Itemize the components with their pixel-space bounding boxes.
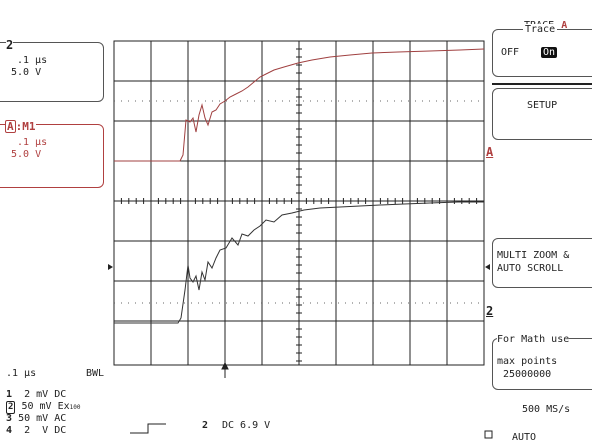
trace-group-label: Trace: [523, 24, 558, 35]
trace-letter: A: [561, 20, 568, 31]
math-line1: For Math use: [497, 334, 570, 345]
channel-volts: 50 mV: [18, 413, 49, 424]
math-info-box[interactable]: For Math use max points 25000000: [492, 334, 592, 390]
channel-number: 1: [6, 389, 13, 400]
channel-row[interactable]: 4 2 V DC: [6, 425, 66, 436]
channel-volts: 50 mV: [21, 401, 52, 412]
trace-2-marker: 2: [486, 304, 494, 318]
auto-label[interactable]: AUTO: [512, 432, 537, 443]
trace-toggle-box[interactable]: Trace OFF On: [492, 24, 592, 77]
channel-row[interactable]: 1 2 mV DC: [6, 389, 66, 400]
trigger-position-arrow: [221, 361, 229, 378]
channel-2-timebase: .1 μs: [17, 55, 48, 66]
trace-a-timebase: .1 μs: [17, 137, 48, 148]
trace-off-option[interactable]: OFF: [501, 47, 520, 58]
channel-probe: 100: [69, 404, 81, 411]
bottom-timebase: .1 μs: [6, 368, 37, 379]
right-arrow-marker: [485, 264, 490, 270]
dotted-midlines: [114, 100, 484, 304]
math-line2: max points: [497, 356, 558, 367]
channel-volts: 2 mV: [24, 389, 49, 400]
channel-2-label: 2: [6, 38, 14, 52]
trace-a-memory: :M1: [15, 120, 36, 133]
setup-button[interactable]: SETUP: [492, 88, 592, 140]
math-line3: 25000000: [503, 369, 552, 380]
setup-label: SETUP: [527, 100, 558, 111]
channel-2-info-box[interactable]: 2 .1 μs 5.0 V: [0, 38, 104, 102]
channel-coupling: AC: [54, 413, 67, 424]
trace-a-marker: A: [486, 145, 494, 159]
trace-a-info-box[interactable]: A:M1 .1 μs 5.0 V: [0, 120, 104, 188]
channel-number: 4: [6, 425, 13, 436]
multi-zoom-line1: MULTI ZOOM &: [497, 250, 570, 261]
trace-on-option[interactable]: On: [541, 47, 558, 58]
trace-2-waveform: [114, 201, 484, 324]
multi-zoom-line2: AUTO SCROLL: [497, 263, 564, 274]
sample-rate: 500 MS/s: [522, 404, 571, 415]
channel-coupling: Ex: [57, 401, 70, 412]
bwl-indicator: BWL: [86, 368, 105, 379]
left-arrow-marker: [108, 264, 113, 270]
trigger-edge-icon: [130, 423, 166, 434]
trigger-info: DC 6.9 V: [222, 420, 271, 431]
channel-number: 3: [6, 413, 13, 424]
trace-a-label: A:M1: [5, 120, 36, 133]
trace-a-waveform: [114, 48, 485, 162]
trace-on-chip: On: [541, 47, 558, 58]
channel-coupling: DC: [54, 425, 67, 436]
channel-coupling: DC: [54, 389, 67, 400]
multi-zoom-button[interactable]: MULTI ZOOM & AUTO SCROLL: [492, 238, 592, 288]
trace-a-volts: 5.0 V: [11, 149, 42, 160]
channel-2-volts: 5.0 V: [11, 67, 42, 78]
channel-row[interactable]: 2 50 mV Ex100: [6, 401, 80, 414]
center-tick-marks: [113, 40, 485, 362]
channel-row[interactable]: 3 50 mV AC: [6, 413, 66, 424]
trigger-channel: 2: [202, 420, 209, 431]
auto-checkbox-icon: [484, 430, 493, 439]
trace-a-letter: A: [5, 120, 16, 133]
channel-volts: 2 V: [24, 425, 49, 436]
